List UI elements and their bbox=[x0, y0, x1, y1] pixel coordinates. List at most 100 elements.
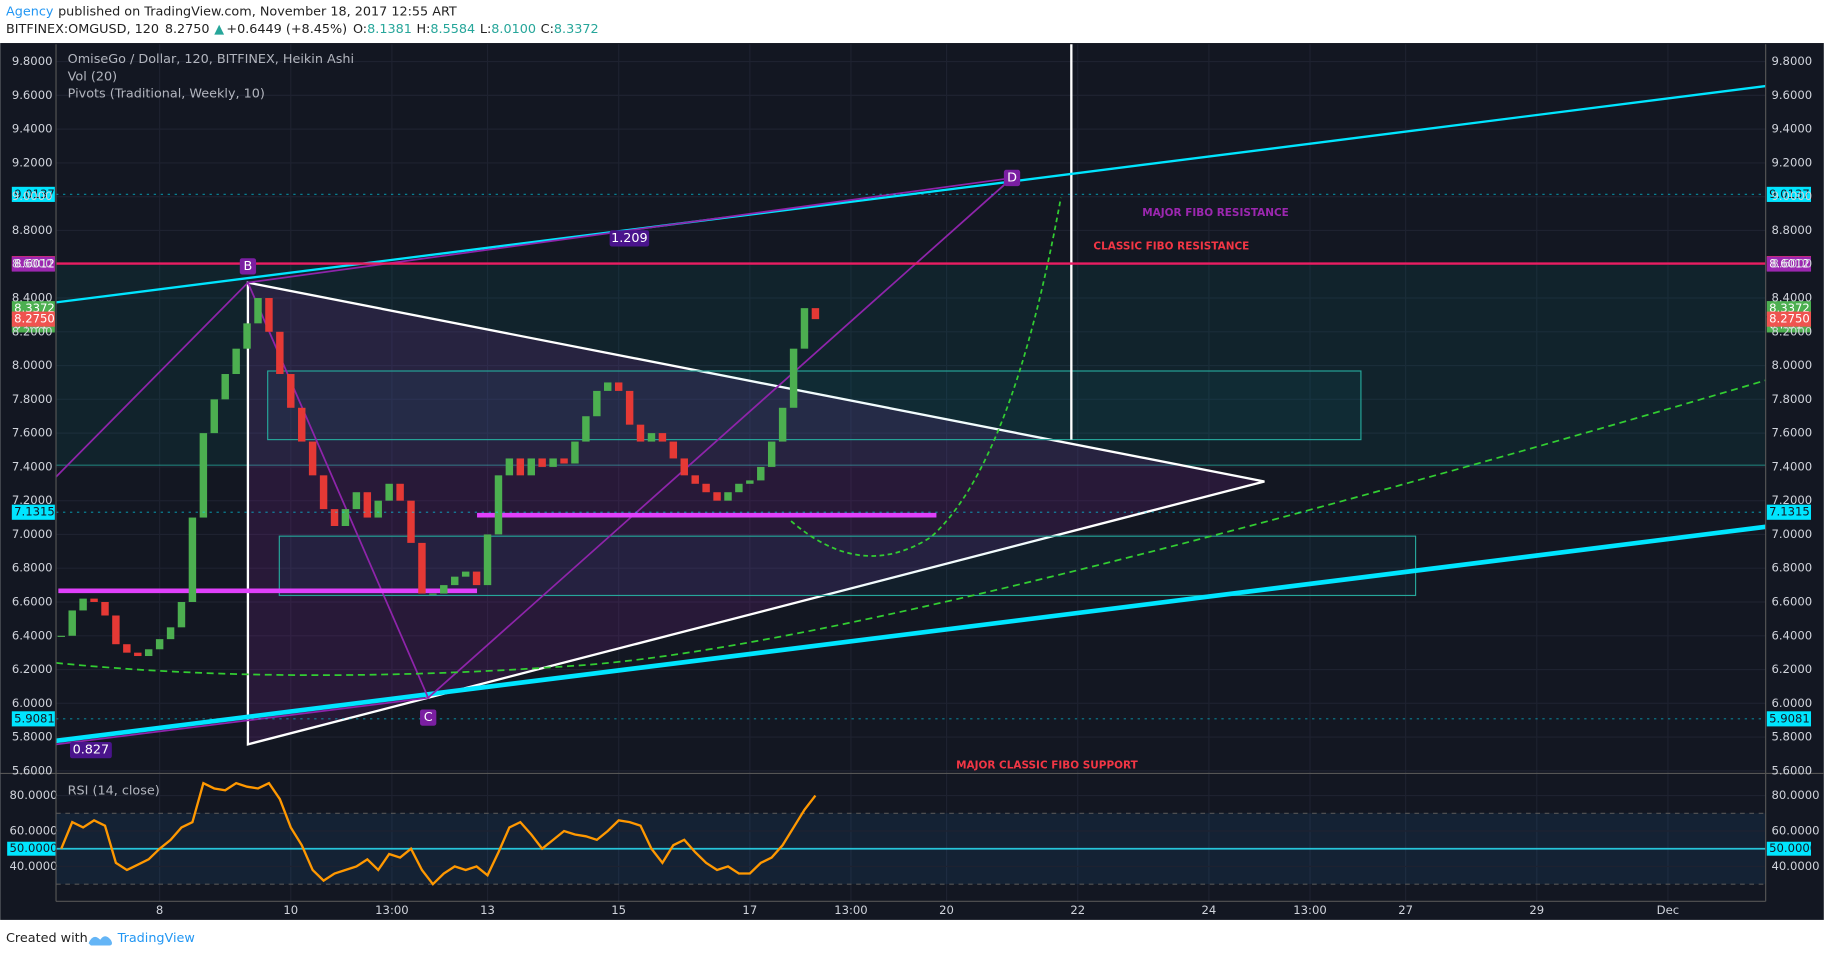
y-tick-label: 9.0000 bbox=[12, 189, 53, 203]
indicator-label: Vol (20) bbox=[68, 69, 117, 84]
ohlc-key: L: bbox=[480, 22, 491, 37]
note: CLASSIC FIBO RESISTANCE bbox=[1093, 241, 1249, 253]
point-badge bbox=[420, 709, 437, 726]
price-tag bbox=[11, 186, 55, 202]
ohlc-key: H: bbox=[417, 22, 431, 37]
candle-body bbox=[112, 615, 120, 645]
note: MAJOR FIBO RESISTANCE bbox=[1142, 207, 1289, 219]
x-tick-label: 13:00 bbox=[375, 903, 409, 917]
candle-body bbox=[560, 458, 568, 464]
x-tick-label: 15 bbox=[611, 903, 626, 917]
y-tick-label: 8.4000 bbox=[1771, 291, 1812, 305]
candle-body bbox=[57, 635, 65, 637]
zone bbox=[56, 265, 1766, 466]
indicator-label: Pivots (Traditional, Weekly, 10) bbox=[68, 87, 265, 102]
candle-body bbox=[636, 424, 645, 442]
candle-body bbox=[767, 441, 776, 467]
y-tick-label: 7.4000 bbox=[1771, 459, 1812, 473]
x-tick-label: 13:00 bbox=[834, 903, 868, 917]
price-tag bbox=[11, 711, 55, 727]
candles bbox=[57, 298, 820, 657]
y-tick-label: 6.8000 bbox=[12, 561, 53, 575]
candle-body bbox=[254, 298, 262, 324]
y-tick-label: 7.8000 bbox=[1771, 392, 1812, 406]
candle-body bbox=[494, 475, 503, 535]
y-tick-label: 9.6000 bbox=[1771, 88, 1812, 102]
last-price: 8.2750 bbox=[165, 22, 210, 37]
rsi-mid-tag bbox=[1766, 841, 1812, 856]
projection-curve bbox=[55, 379, 1766, 677]
price-tag-label: 7.1315 bbox=[14, 505, 55, 519]
price-tag bbox=[11, 504, 55, 520]
candle-body bbox=[451, 576, 459, 586]
y-tick-label: 8.6000 bbox=[12, 257, 53, 271]
y-tick-label: 9.0000 bbox=[1771, 189, 1812, 203]
x-tick-label: 8 bbox=[156, 903, 163, 917]
candle-body bbox=[418, 542, 426, 594]
box bbox=[267, 370, 1362, 441]
candle-body bbox=[483, 534, 492, 586]
y-tick-label: 7.0000 bbox=[12, 527, 53, 541]
candle-body bbox=[90, 598, 98, 602]
drawings bbox=[55, 44, 1766, 746]
price-tag bbox=[11, 256, 55, 272]
x-tick-label: 13 bbox=[480, 903, 495, 917]
rsi-mid-tag bbox=[7, 841, 57, 856]
rsi-title: RSI (14, close) bbox=[68, 783, 160, 798]
y-tick-label: 5.8000 bbox=[1771, 730, 1812, 744]
candle-body bbox=[789, 348, 798, 408]
published: published on TradingView.com, November 1… bbox=[58, 4, 457, 19]
candle-body bbox=[549, 458, 557, 467]
header-line: Agency published on TradingView.com, Nove… bbox=[6, 4, 457, 19]
price-tag-label: 8.2750 bbox=[1769, 312, 1810, 326]
author-link[interactable]: Agency bbox=[6, 4, 54, 19]
ohlc-key: C: bbox=[541, 22, 554, 37]
change: +0.6449 (+8.45%) bbox=[226, 22, 347, 37]
price-tag bbox=[1766, 186, 1812, 202]
price-tag-label: 8.6012 bbox=[14, 257, 55, 271]
candle-body bbox=[265, 298, 273, 332]
y-tick-label: 7.8000 bbox=[12, 392, 53, 406]
rsi-line bbox=[60, 781, 817, 886]
y-tick-label: 5.6000 bbox=[12, 763, 53, 777]
y-tick-label: 5.6000 bbox=[1771, 763, 1812, 777]
y-tick-label: 9.6000 bbox=[12, 88, 53, 102]
price-tags: 9.01379.01378.60398.60398.60128.60128.33… bbox=[11, 186, 1812, 727]
y-tick-label: 6.4000 bbox=[12, 628, 53, 642]
candle-body bbox=[243, 323, 251, 349]
point-label: C bbox=[424, 710, 433, 725]
y-tick-label: 8.8000 bbox=[1771, 223, 1812, 237]
price-tag-label: 5.9081 bbox=[1769, 711, 1810, 725]
candle-body bbox=[199, 433, 208, 518]
ratio-label: 0.827 bbox=[73, 743, 110, 758]
rsi-mid-label: 50.0000 bbox=[9, 841, 57, 855]
footer-text: Created with bbox=[6, 931, 88, 946]
y-tick-label: 6.4000 bbox=[1771, 628, 1812, 642]
candle-body bbox=[778, 407, 787, 442]
candle-body bbox=[68, 610, 76, 636]
box bbox=[278, 535, 1417, 597]
candle-body bbox=[363, 492, 372, 518]
price-tag bbox=[1766, 256, 1812, 272]
price-tag bbox=[11, 311, 55, 327]
x-tick-label: 20 bbox=[939, 903, 954, 917]
candle-body bbox=[538, 458, 546, 467]
footer-brand[interactable]: TradingView bbox=[117, 931, 195, 946]
price-tag-label: 9.0137 bbox=[1769, 187, 1810, 201]
channel-upper bbox=[55, 84, 1766, 304]
symbol: BITFINEX:OMGUSD, 120 bbox=[6, 22, 159, 37]
y-tick-label: 7.4000 bbox=[12, 459, 53, 473]
candle-body bbox=[166, 627, 175, 640]
candle-body bbox=[308, 441, 317, 476]
candle-body bbox=[407, 500, 415, 543]
x-tick-label: 27 bbox=[1398, 903, 1413, 917]
candle-body bbox=[614, 382, 623, 391]
candle-body bbox=[352, 492, 361, 510]
candle-body bbox=[429, 593, 437, 595]
y-tick-label: 8.2000 bbox=[1771, 324, 1812, 338]
candle-body bbox=[647, 433, 656, 442]
candle-body bbox=[571, 441, 579, 464]
candle-body bbox=[800, 308, 809, 349]
x-tick-label: 13:00 bbox=[1293, 903, 1327, 917]
